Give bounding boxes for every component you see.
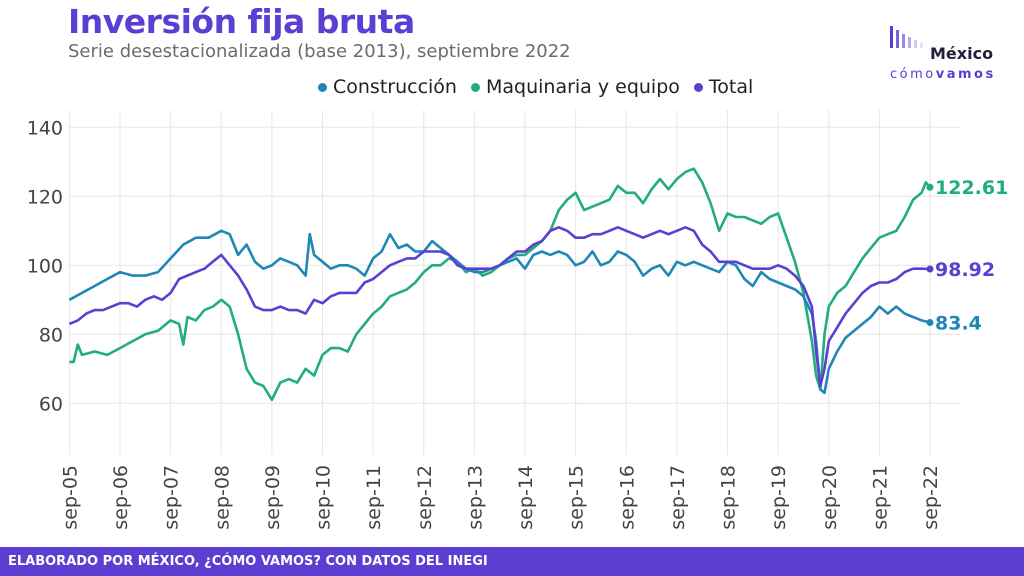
x-tick-label: sep-06 <box>110 465 132 530</box>
x-tick-label: sep-16 <box>616 465 638 530</box>
chart-legend: Construcción Maquinaria y equipo Total <box>318 76 753 98</box>
series-line-total <box>68 226 931 388</box>
page-title: Inversión fija bruta <box>68 2 415 41</box>
series-line-maquinaria-y-equipo <box>69 167 931 402</box>
x-tick-label: sep-12 <box>414 465 436 530</box>
y-tick-label: 60 <box>39 393 63 415</box>
x-tick-label: sep-13 <box>464 465 486 530</box>
end-point <box>926 265 934 273</box>
end-point <box>926 183 934 191</box>
legend-dot-maquinaria <box>470 82 480 92</box>
x-tick-label: sep-21 <box>869 465 891 530</box>
x-tick-label: sep-10 <box>313 465 335 530</box>
x-tick-label: sep-05 <box>59 465 81 530</box>
mexico-como-vamos-logo: México cómovamos <box>888 24 1008 84</box>
x-tick-label: sep-19 <box>768 465 790 530</box>
end-value-label: 122.61 <box>935 177 1008 199</box>
x-tick-label: sep-20 <box>819 465 841 530</box>
y-tick-label: 120 <box>27 186 63 208</box>
legend-item-construccion: Construcción <box>318 76 457 98</box>
series-line-construcción <box>68 229 931 395</box>
x-tick-label: sep-15 <box>566 465 588 530</box>
x-tick-label: sep-08 <box>211 465 233 530</box>
end-value-label: 98.92 <box>935 259 995 281</box>
legend-item-total: Total <box>693 76 754 98</box>
end-value-label: 83.4 <box>935 313 982 335</box>
legend-label-maquinaria: Maquinaria y equipo <box>485 76 680 98</box>
y-tick-label: 140 <box>27 117 63 139</box>
logo-sub-bold: vamos <box>935 67 996 82</box>
y-tick-label: 80 <box>39 324 63 346</box>
bars-logo-icon <box>890 26 923 48</box>
logo-subtitle: cómovamos <box>890 67 996 82</box>
footer-credit: ELABORADO POR MÉXICO, ¿CÓMO VAMOS? CON D… <box>0 547 1024 576</box>
end-point <box>926 319 934 327</box>
logo-sub-prefix: cómo <box>890 67 936 82</box>
line-chart: 60 80 100 120 140 sep-05 sep-06 sep-07 sep-08 sep… <box>27 110 1008 530</box>
x-tick-label: sep-07 <box>161 465 183 530</box>
x-tick-label: sep-14 <box>515 465 537 530</box>
legend-dot-total <box>693 82 703 92</box>
x-tick-label: sep-11 <box>363 465 385 530</box>
x-tick-label: sep-22 <box>920 465 942 530</box>
legend-item-maquinaria: Maquinaria y equipo <box>470 76 680 98</box>
legend-label-total: Total <box>708 76 754 98</box>
y-tick-label: 100 <box>27 255 63 277</box>
x-tick-label: sep-18 <box>718 465 740 530</box>
x-tick-label: sep-17 <box>667 465 689 530</box>
logo-word: México <box>930 44 994 63</box>
x-tick-label: sep-09 <box>262 465 284 530</box>
page-subtitle: Serie desestacionalizada (base 2013), se… <box>68 41 571 62</box>
legend-label-construccion: Construcción <box>333 76 457 98</box>
legend-dot-construccion <box>318 82 327 92</box>
